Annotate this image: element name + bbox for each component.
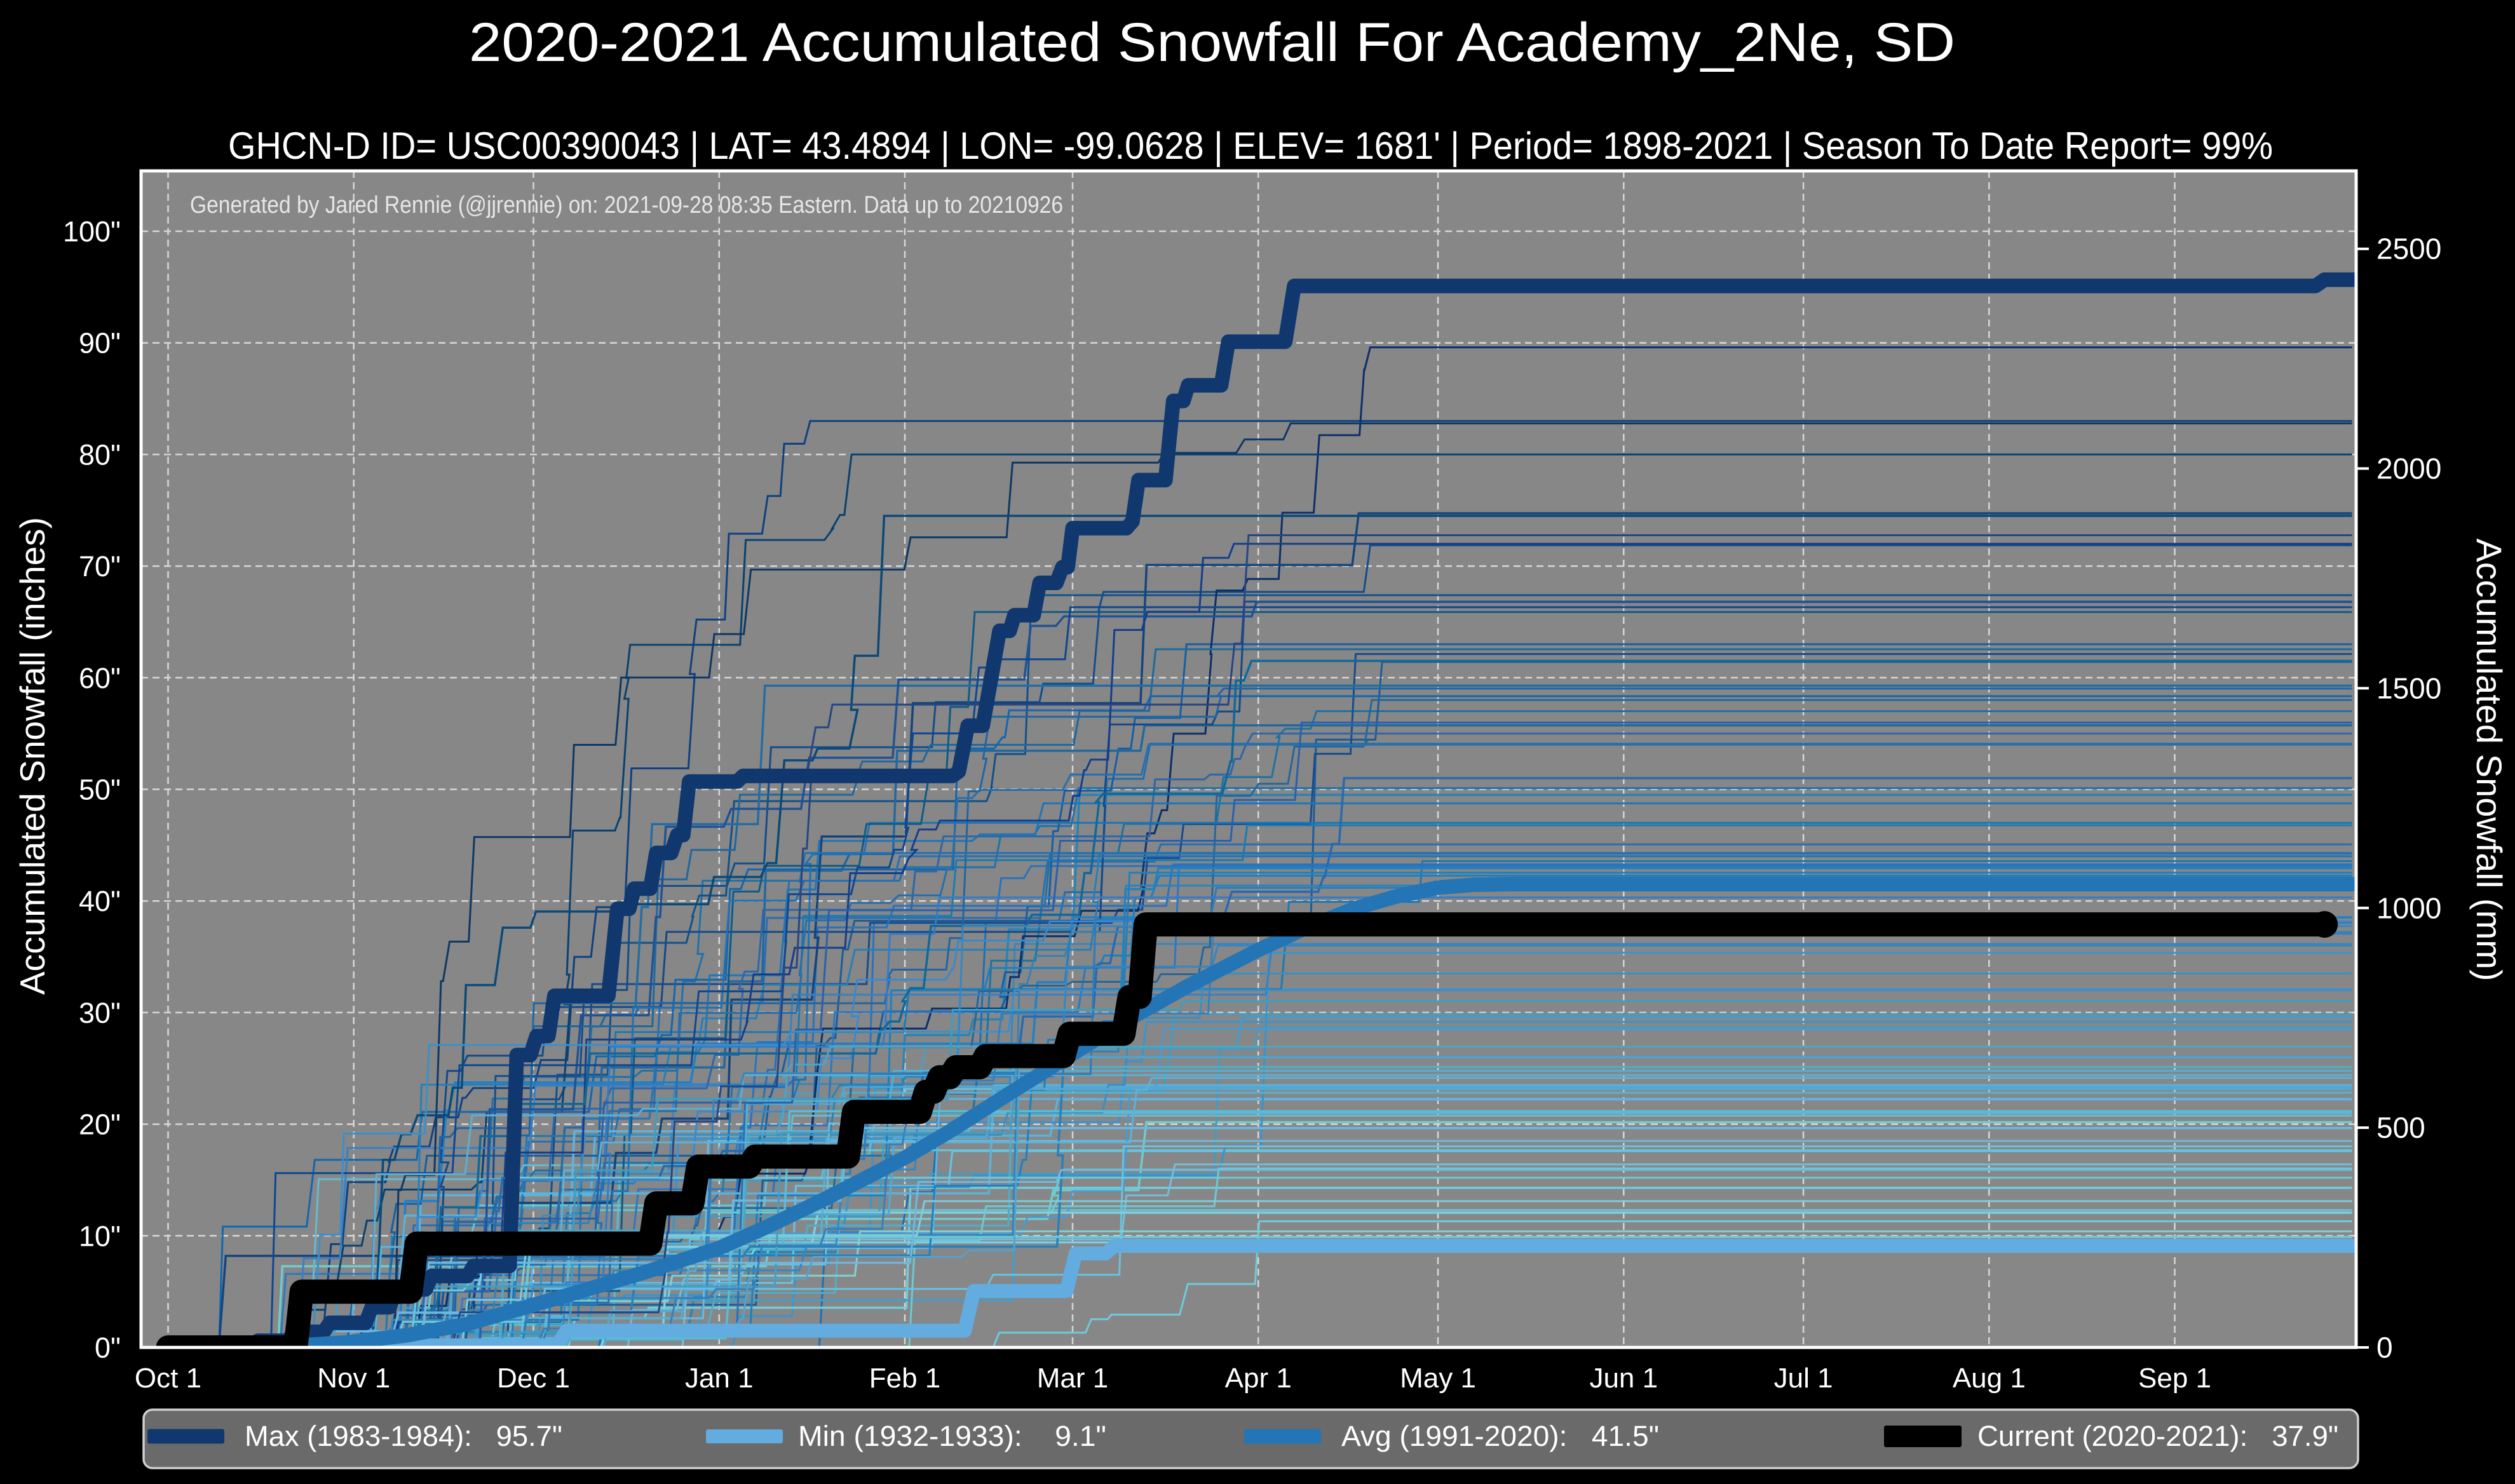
svg-text:May 1: May 1 bbox=[1400, 1363, 1476, 1394]
svg-text:Jun 1: Jun 1 bbox=[1589, 1363, 1658, 1394]
svg-text:Feb 1: Feb 1 bbox=[869, 1363, 941, 1394]
svg-text:Sep 1: Sep 1 bbox=[2138, 1363, 2211, 1394]
svg-text:90": 90" bbox=[79, 327, 121, 360]
svg-text:Aug 1: Aug 1 bbox=[1953, 1363, 2026, 1394]
svg-text:Jul 1: Jul 1 bbox=[1774, 1363, 1833, 1394]
svg-text:Min (1932-1933): 9.1": Min (1932-1933): 9.1" bbox=[798, 1420, 1106, 1452]
svg-text:Dec 1: Dec 1 bbox=[497, 1363, 570, 1394]
svg-text:Current (2020-2021): 37.9": Current (2020-2021): 37.9" bbox=[1977, 1420, 2338, 1452]
svg-text:2020-2021 Accumulated Snowfall: 2020-2021 Accumulated Snowfall For Acade… bbox=[469, 12, 1955, 73]
svg-text:0": 0" bbox=[95, 1332, 121, 1364]
svg-text:60": 60" bbox=[79, 662, 121, 694]
svg-text:Accumulated Snowfall (mm): Accumulated Snowfall (mm) bbox=[2469, 538, 2509, 981]
svg-text:Mar 1: Mar 1 bbox=[1037, 1363, 1108, 1394]
svg-text:20": 20" bbox=[79, 1109, 121, 1141]
svg-text:1000: 1000 bbox=[2376, 891, 2441, 924]
svg-text:0: 0 bbox=[2376, 1331, 2393, 1364]
svg-text:500: 500 bbox=[2376, 1111, 2425, 1144]
svg-text:Avg (1991-2020): 41.5": Avg (1991-2020): 41.5" bbox=[1341, 1420, 1659, 1452]
svg-text:10": 10" bbox=[79, 1220, 121, 1252]
svg-text:Oct 1: Oct 1 bbox=[135, 1363, 201, 1394]
svg-text:70": 70" bbox=[79, 550, 121, 583]
svg-text:GHCN-D ID= USC00390043 | LAT=: GHCN-D ID= USC00390043 | LAT= 43.4894 | … bbox=[228, 125, 2273, 167]
svg-text:Nov 1: Nov 1 bbox=[317, 1363, 390, 1394]
svg-text:1500: 1500 bbox=[2376, 671, 2441, 705]
svg-text:30": 30" bbox=[79, 997, 121, 1029]
svg-text:Apr 1: Apr 1 bbox=[1225, 1363, 1292, 1394]
svg-text:40": 40" bbox=[79, 885, 121, 917]
svg-text:2000: 2000 bbox=[2376, 452, 2441, 485]
svg-text:100": 100" bbox=[63, 215, 121, 248]
svg-text:Jan 1: Jan 1 bbox=[685, 1363, 754, 1394]
svg-text:80": 80" bbox=[79, 438, 121, 471]
svg-text:Generated by Jared Rennie (@jj: Generated by Jared Rennie (@jjrennie) on… bbox=[190, 192, 1063, 219]
svg-text:Accumulated Snowfall (inches): Accumulated Snowfall (inches) bbox=[13, 517, 52, 995]
svg-text:Max (1983-1984): 95.7": Max (1983-1984): 95.7" bbox=[245, 1420, 562, 1452]
svg-text:2500: 2500 bbox=[2376, 233, 2441, 266]
svg-text:50": 50" bbox=[79, 774, 121, 806]
